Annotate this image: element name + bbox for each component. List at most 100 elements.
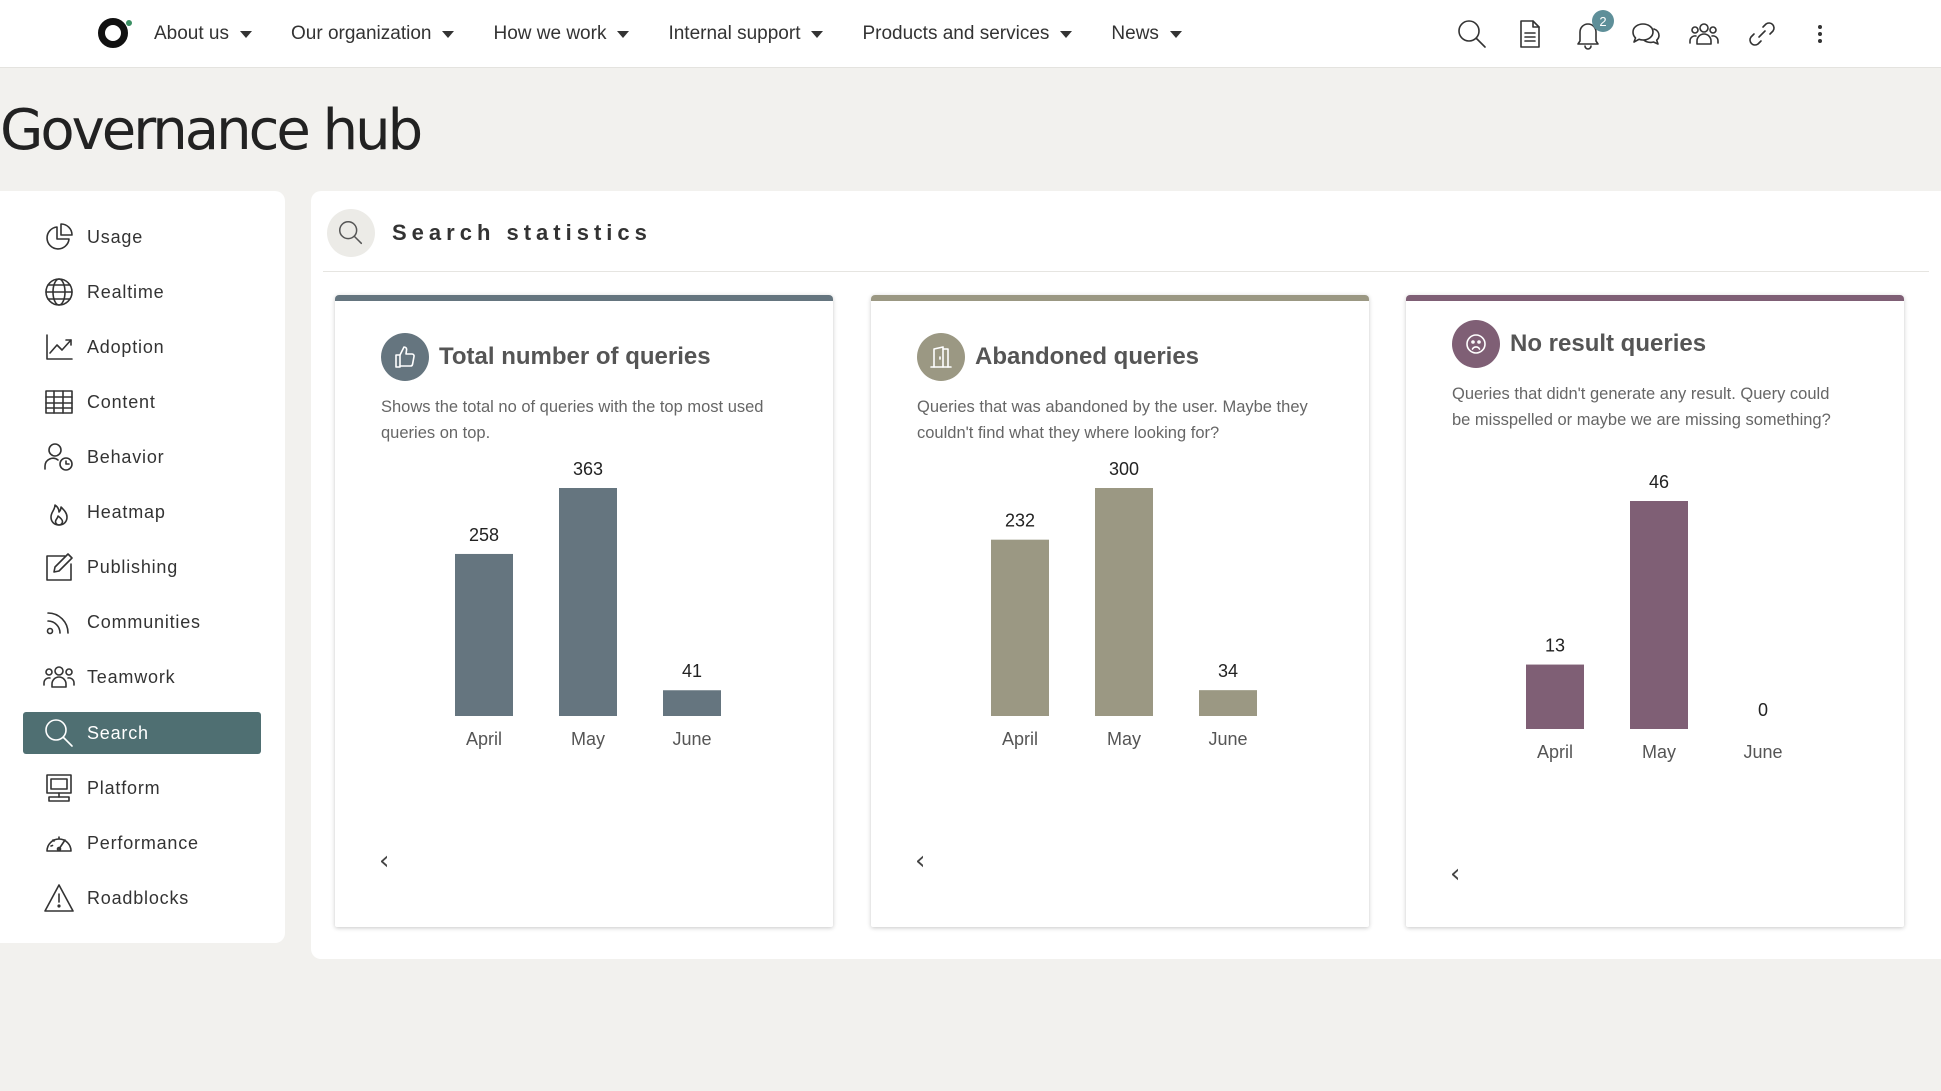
- nav-item-label: Internal support: [668, 23, 801, 44]
- caret-down-icon: [811, 30, 824, 38]
- bar-chart: 13 April 46 May 0 June: [1526, 472, 1783, 762]
- caret-down-icon: [1060, 30, 1073, 38]
- bar-june[interactable]: [663, 690, 721, 716]
- nav-item-products-and-services[interactable]: Products and services: [862, 23, 1073, 45]
- card-title: Total number of queries: [439, 343, 711, 370]
- chevron-left-icon[interactable]: ‹: [1450, 859, 1461, 889]
- card-accent-bar: [1406, 295, 1904, 301]
- category-label: June: [1743, 742, 1782, 762]
- card-header: Total number of queries: [381, 333, 711, 381]
- pie-chart-icon: [41, 219, 77, 255]
- sidebar-item-label: Communities: [87, 611, 201, 632]
- sidebar-item-label: Performance: [87, 832, 199, 853]
- nav-item-how-we-work[interactable]: How we work: [493, 23, 630, 45]
- card-description: Queries that didn't generate any result.…: [1452, 385, 1831, 429]
- bar-may[interactable]: [1095, 488, 1153, 716]
- bar-april[interactable]: [1526, 664, 1584, 729]
- sidebar-item-label: Content: [87, 391, 156, 412]
- nav-item-about-us[interactable]: About us: [154, 23, 252, 45]
- chevron-left-icon[interactable]: ‹: [915, 846, 926, 876]
- toolbar-icons: 2: [1452, 10, 1858, 54]
- category-label: June: [1208, 729, 1247, 749]
- sidebar-item-label: Publishing: [87, 556, 179, 577]
- bar-april[interactable]: [991, 539, 1049, 716]
- search-icon[interactable]: [1452, 14, 1492, 54]
- line-chart-icon: [41, 329, 77, 365]
- more-vertical-icon[interactable]: [1800, 14, 1840, 54]
- sidebar-item-heatmap[interactable]: Heatmap: [23, 491, 261, 533]
- sidebar-item-communities[interactable]: Communities: [23, 601, 261, 643]
- sidebar-item-roadblocks[interactable]: Roadblocks: [23, 877, 261, 919]
- sidebar-item-label: Teamwork: [87, 666, 176, 687]
- sidebar-item-publishing[interactable]: Publishing: [23, 546, 261, 588]
- notification-badge: 2: [1592, 10, 1614, 32]
- bar-value-label: 232: [1005, 511, 1035, 531]
- category-label: April: [1002, 729, 1038, 749]
- card-header: Abandoned queries: [917, 333, 1199, 381]
- category-label: May: [1642, 742, 1676, 762]
- stat-card-total-queries: Total number of queries Shows the total …: [335, 295, 833, 927]
- sidebar-item-behavior[interactable]: Behavior: [23, 436, 261, 478]
- section-header: Search statistics: [327, 209, 652, 257]
- sidebar-item-performance[interactable]: Performance: [23, 822, 261, 864]
- bar-may[interactable]: [1630, 501, 1688, 729]
- people-icon[interactable]: [1684, 14, 1724, 54]
- sidebar-item-realtime[interactable]: Realtime: [23, 271, 261, 313]
- sidebar-item-label: Platform: [87, 777, 161, 798]
- logo-dot: [126, 20, 132, 26]
- door-icon: [917, 333, 965, 381]
- card-title: No result queries: [1510, 330, 1707, 357]
- bar-may[interactable]: [559, 488, 617, 716]
- team-icon: [41, 659, 77, 695]
- gauge-icon: [41, 825, 77, 861]
- user-clock-icon: [41, 439, 77, 475]
- nav-item-label: Our organization: [291, 23, 432, 44]
- main-panel: Search statistics Total number of querie…: [311, 191, 1941, 959]
- sidebar-item-label: Roadblocks: [87, 887, 190, 908]
- sidebar-item-content[interactable]: Content: [23, 381, 261, 423]
- caret-down-icon: [442, 30, 455, 38]
- divider: [323, 271, 1929, 272]
- chat-icon[interactable]: [1626, 14, 1666, 54]
- nav-item-news[interactable]: News: [1111, 23, 1182, 45]
- stat-card-abandoned-queries: Abandoned queries Queries that was aband…: [871, 295, 1369, 927]
- sidebar-item-label: Heatmap: [87, 501, 166, 522]
- caret-down-icon: [240, 30, 252, 38]
- nav-item-internal-support[interactable]: Internal support: [668, 23, 824, 45]
- link-icon[interactable]: [1742, 14, 1782, 54]
- bar-june[interactable]: [1199, 690, 1257, 716]
- caret-down-icon: [617, 30, 630, 38]
- page-title: Governance hub: [0, 98, 423, 163]
- rss-icon: [41, 604, 77, 640]
- sidebar-item-label: Behavior: [87, 446, 165, 467]
- logo[interactable]: [98, 18, 128, 48]
- bar-value-label: 363: [573, 459, 603, 479]
- thumbs-up-icon: [381, 333, 429, 381]
- nav-item-our-organization[interactable]: Our organization: [291, 23, 455, 45]
- document-icon[interactable]: [1510, 14, 1550, 54]
- category-label: May: [1107, 729, 1141, 749]
- search-icon: [327, 209, 375, 257]
- nav-item-label: News: [1111, 23, 1159, 44]
- sidebar-item-search[interactable]: Search: [23, 712, 261, 754]
- chevron-left-icon[interactable]: ‹: [379, 846, 390, 876]
- bar-april[interactable]: [455, 553, 513, 716]
- warning-icon: [41, 880, 77, 916]
- sidebar-item-adoption[interactable]: Adoption: [23, 326, 261, 368]
- bell-icon[interactable]: 2: [1568, 10, 1614, 54]
- bar-value-label: 258: [469, 525, 499, 545]
- sidebar-item-teamwork[interactable]: Teamwork: [23, 656, 261, 698]
- bar-value-label: 34: [1218, 661, 1238, 681]
- bar-value-label: 13: [1545, 636, 1565, 656]
- main-menu: About us Our organization How we work In…: [154, 0, 1221, 68]
- nav-item-label: About us: [154, 23, 229, 44]
- caret-down-icon: [1169, 30, 1182, 38]
- card-description: Shows the total no of queries with the t…: [381, 398, 764, 442]
- sidebar-item-usage[interactable]: Usage: [23, 216, 261, 258]
- card-description: Queries that was abandoned by the user. …: [917, 398, 1308, 442]
- sidebar-item-platform[interactable]: Platform: [23, 767, 261, 809]
- bar-value-label: 41: [682, 661, 702, 681]
- edit-icon: [41, 549, 77, 585]
- bar-chart: 232 April 300 May 34 June: [991, 459, 1257, 749]
- table-icon: [41, 384, 77, 420]
